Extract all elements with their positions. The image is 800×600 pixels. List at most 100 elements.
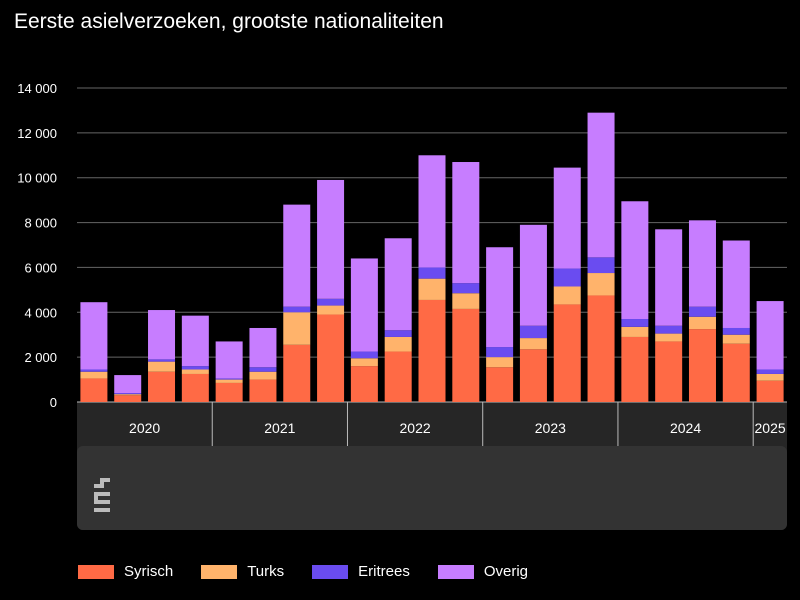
legend-label: Overig (483, 563, 529, 580)
year-label-2021: 2021 (264, 420, 295, 436)
bar-turks-2022-Q3 (418, 278, 446, 300)
bar-overig-2020-Q2 (114, 375, 142, 394)
bar-turks-2021-Q3 (283, 312, 311, 345)
bar-turks-2022-Q1 (350, 358, 378, 367)
y-tick-label: 6 000 (24, 260, 57, 275)
bar-eritrees-2023-Q1 (486, 347, 514, 358)
bar-eritrees-2021-Q4 (317, 298, 345, 306)
bar-eritrees-2020-Q1 (80, 369, 108, 372)
bar-overig-2021-Q2 (249, 327, 277, 368)
y-tick-label: 0 (50, 395, 57, 410)
y-tick-label: 2 000 (24, 350, 57, 365)
bar-turks-2023-Q4 (587, 273, 615, 296)
bar-syrisch-2025-Q1 (756, 380, 784, 402)
bar-eritrees-2022-Q1 (350, 351, 378, 359)
bar-syrisch-2024-Q1 (621, 336, 649, 402)
bar-eritrees-2022-Q3 (418, 267, 446, 279)
bar-syrisch-2023-Q1 (486, 367, 514, 402)
year-label-2025: 2025 (755, 420, 786, 436)
y-tick-label: 12 000 (17, 126, 57, 141)
bar-turks-2024-Q3 (688, 316, 716, 330)
bar-turks-2020-Q4 (181, 369, 209, 374)
legend-swatch (437, 564, 474, 579)
bar-overig-2022-Q2 (384, 238, 412, 331)
legend-label: Eritrees (358, 563, 410, 580)
y-tick-label: 8 000 (24, 216, 57, 231)
bar-eritrees-2024-Q4 (722, 327, 750, 335)
bar-syrisch-2024-Q4 (722, 343, 750, 402)
bar-turks-2024-Q4 (722, 334, 750, 344)
y-axis: 0 2 000 4 000 6 000 8 000 10 000 12 000 14 000 (17, 81, 57, 410)
legend-item-syrisch: Syrisch (78, 563, 173, 580)
bar-eritrees-2024-Q3 (688, 306, 716, 317)
bar-turks-2023-Q1 (486, 357, 514, 368)
bar-turks-2021-Q1 (215, 379, 243, 383)
bar-syrisch-2022-Q3 (418, 299, 446, 402)
bar-overig-2022-Q1 (350, 258, 378, 352)
bar-syrisch-2021-Q3 (283, 344, 311, 402)
legend-swatch (201, 564, 238, 579)
bar-eritrees-2024-Q2 (655, 325, 683, 334)
bar-syrisch-2020-Q4 (181, 373, 209, 402)
bar-overig-2022-Q4 (452, 162, 480, 284)
bar-overig-2020-Q1 (80, 302, 108, 370)
legend: Syrisch Turks Eritrees Overig (78, 563, 556, 580)
bar-overig-2023-Q2 (519, 224, 547, 326)
cbs-logo (94, 478, 110, 512)
bar-syrisch-2023-Q3 (553, 304, 581, 402)
bar-turks-2023-Q3 (553, 286, 581, 305)
bar-overig-2024-Q4 (722, 240, 750, 328)
bar-syrisch-2021-Q2 (249, 379, 277, 402)
bar-syrisch-2021-Q4 (317, 314, 345, 402)
legend-label: Syrisch (124, 563, 174, 580)
bar-overig-2023-Q1 (486, 247, 514, 348)
source-panel (77, 446, 787, 530)
bar-turks-2025-Q1 (756, 373, 784, 381)
chart-title: Eerste asielverzoeken, grootste national… (14, 10, 444, 33)
bar-syrisch-2021-Q1 (215, 382, 243, 402)
year-label-2024: 2024 (670, 420, 701, 436)
bar-overig-2025-Q1 (756, 301, 784, 370)
bar-turks-2024-Q1 (621, 326, 649, 337)
bar-eritrees-2020-Q4 (181, 366, 209, 370)
legend-swatch (78, 564, 114, 579)
legend-item-turks: Turks (201, 563, 284, 580)
bar-eritrees-2022-Q2 (384, 330, 412, 337)
bar-syrisch-2023-Q2 (519, 349, 547, 402)
bar-eritrees-2020-Q2 (114, 393, 142, 395)
bar-syrisch-2022-Q4 (452, 308, 480, 402)
bar-eritrees-2020-Q3 (148, 359, 176, 362)
year-label-2020: 2020 (129, 420, 160, 436)
bar-overig-2021-Q3 (283, 204, 311, 307)
bar-syrisch-2020-Q1 (80, 378, 108, 402)
bar-overig-2024-Q1 (621, 201, 649, 320)
y-tick-label: 4 000 (24, 305, 57, 320)
bar-overig-2020-Q3 (148, 310, 176, 360)
bar-turks-2020-Q1 (80, 371, 108, 379)
bar-overig-2022-Q3 (418, 155, 446, 268)
y-tick-label: 10 000 (17, 171, 57, 186)
bar-eritrees-2025-Q1 (756, 369, 784, 374)
bar-turks-2021-Q2 (249, 371, 277, 380)
bar-turks-2021-Q4 (317, 305, 345, 315)
x-axis: 2020 2021 2022 2023 2024 2025 (129, 402, 786, 446)
legend-swatch (312, 564, 349, 579)
legend-item-eritrees: Eritrees (312, 563, 410, 580)
bar-eritrees-2023-Q2 (519, 325, 547, 339)
bar-syrisch-2022-Q1 (350, 366, 378, 402)
bar-eritrees-2022-Q4 (452, 283, 480, 294)
bar-overig-2024-Q2 (655, 229, 683, 326)
bar-overig-2021-Q1 (215, 341, 243, 379)
bar-eritrees-2021-Q2 (249, 367, 277, 372)
bar-eritrees-2021-Q1 (215, 378, 243, 380)
bars (80, 112, 784, 402)
bar-syrisch-2022-Q2 (384, 351, 412, 402)
bar-syrisch-2020-Q2 (114, 395, 142, 402)
bar-syrisch-2024-Q2 (655, 341, 683, 402)
bar-turks-2024-Q2 (655, 333, 683, 342)
bar-overig-2023-Q4 (587, 112, 615, 258)
legend-item-overig: Overig (437, 563, 529, 580)
bar-overig-2020-Q4 (181, 315, 209, 367)
bar-eritrees-2024-Q1 (621, 319, 649, 327)
bar-turks-2020-Q3 (148, 361, 176, 372)
